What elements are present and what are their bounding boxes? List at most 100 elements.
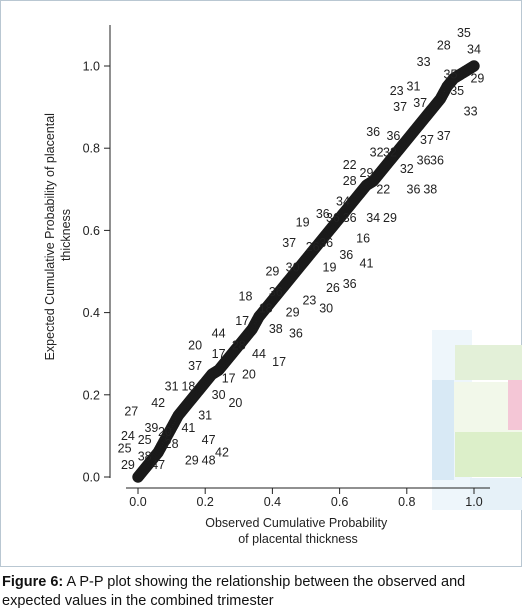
point-label: 29	[265, 265, 279, 279]
point-label: 19	[323, 261, 337, 275]
point-label: 24	[121, 429, 135, 443]
point-label: 38	[269, 322, 283, 336]
x-tick-label: 1.0	[465, 495, 482, 509]
data-point	[468, 60, 480, 72]
point-label: 41	[360, 256, 374, 270]
point-label: 30	[286, 261, 300, 275]
point-label: 37	[393, 100, 407, 114]
point-label: 27	[124, 404, 138, 418]
point-label: 32	[383, 145, 397, 159]
point-label: 31	[407, 80, 421, 94]
y-tick-label: 0.8	[83, 142, 100, 156]
point-label: 29	[185, 454, 199, 468]
point-label: 44	[252, 347, 266, 361]
point-label: 37	[437, 129, 451, 143]
y-axis-label-line-1: Expected Cumulative Probability of place…	[43, 113, 57, 360]
point-label: 48	[202, 454, 216, 468]
data-points	[132, 60, 480, 483]
x-tick-label: 0.6	[331, 495, 348, 509]
point-label: 47	[151, 458, 165, 472]
point-label: 29	[286, 306, 300, 320]
point-label: 41	[181, 421, 195, 435]
point-label: 29	[470, 71, 484, 85]
point-label: 30	[319, 302, 333, 316]
point-label: 26	[306, 240, 320, 254]
point-label: 36	[289, 326, 303, 340]
point-label: 34	[366, 211, 380, 225]
point-label: 22	[343, 158, 357, 172]
x-tick-label: 0.4	[264, 495, 281, 509]
point-label: 20	[228, 396, 242, 410]
point-label: 23	[390, 84, 404, 98]
point-label: 37	[282, 236, 296, 250]
point-label: 28	[437, 39, 451, 53]
point-label: 25	[138, 433, 152, 447]
x-tick-label: 0.8	[398, 495, 415, 509]
point-label: 37	[413, 96, 427, 110]
point-label: 32	[400, 162, 414, 176]
point-label: 36	[386, 129, 400, 143]
point-label: 36	[417, 154, 431, 168]
point-label: 34	[336, 195, 350, 209]
y-tick-label: 0.2	[83, 388, 100, 402]
point-label: 30	[212, 388, 226, 402]
y-tick-label: 1.0	[83, 60, 100, 74]
x-axis-label-line-1: Observed Cumulative Probability	[205, 516, 388, 530]
point-label: 26	[326, 281, 340, 295]
point-label: 32	[370, 145, 384, 159]
point-label: 31	[198, 409, 212, 423]
point-label: 28	[343, 174, 357, 188]
point-label: 35	[457, 26, 471, 40]
point-label: 36	[339, 248, 353, 262]
caption-text: A P-P plot showing the relationship betw…	[2, 574, 466, 609]
point-label: 37	[188, 359, 202, 373]
y-ticks: 0.0 0.2 0.4 0.6 0.8 1.0	[83, 60, 110, 485]
x-tick-label: 0.0	[129, 495, 146, 509]
point-label: 44	[212, 326, 226, 340]
point-label: 28	[232, 339, 246, 353]
point-label: 34	[467, 43, 481, 57]
point-label: 39	[144, 421, 158, 435]
point-label: 17	[212, 347, 226, 361]
point-label: 42	[215, 445, 229, 459]
point-label: 20	[188, 339, 202, 353]
y-axis-label: Expected Cumulative Probability of place…	[43, 110, 73, 361]
y-axis-label-line-2: thickness	[59, 209, 73, 261]
point-label: 28	[165, 437, 179, 451]
point-label: 38	[423, 182, 437, 196]
point-label: 36	[430, 154, 444, 168]
point-label: 18	[239, 289, 253, 303]
point-label: 22	[376, 182, 390, 196]
point-label: 29	[383, 211, 397, 225]
point-label: 33	[464, 104, 478, 118]
point-label: 20	[158, 425, 172, 439]
point-label: 18	[259, 302, 273, 316]
point-label: 16	[356, 232, 370, 246]
point-label: 36	[343, 211, 357, 225]
point-label: 17	[235, 314, 249, 328]
point-label: 17	[222, 372, 236, 386]
caption-label: Figure 6:	[2, 574, 64, 590]
point-label: 37	[420, 133, 434, 147]
point-label: 36	[366, 125, 380, 139]
point-label: 29	[360, 166, 374, 180]
pp-plot: 0.0 0.2 0.4 0.6 0.8 1.0 0.0 0.2 0.4 0.6 0.8 1.0 35…	[43, 25, 490, 546]
y-tick-label: 0.4	[83, 306, 100, 320]
x-axis-label-line-2: of placental thickness	[238, 532, 358, 546]
point-label: 17	[272, 355, 286, 369]
x-ticks: 0.0 0.2 0.4 0.6 0.8 1.0	[129, 488, 483, 509]
point-label: 36	[269, 285, 283, 299]
point-label: 19	[296, 215, 310, 229]
x-axis-label: Observed Cumulative Probability of place…	[205, 516, 391, 546]
point-label: 25	[118, 441, 132, 455]
figure-caption: Figure 6: A P-P plot showing the relatio…	[2, 573, 522, 611]
x-tick-label: 0.2	[197, 495, 214, 509]
y-tick-label: 0.6	[83, 224, 100, 238]
point-label: 47	[202, 433, 216, 447]
point-label: 38	[138, 450, 152, 464]
point-label: 36	[343, 277, 357, 291]
point-label: 36	[316, 207, 330, 221]
point-label: 36	[326, 211, 340, 225]
point-label: 31	[165, 380, 179, 394]
